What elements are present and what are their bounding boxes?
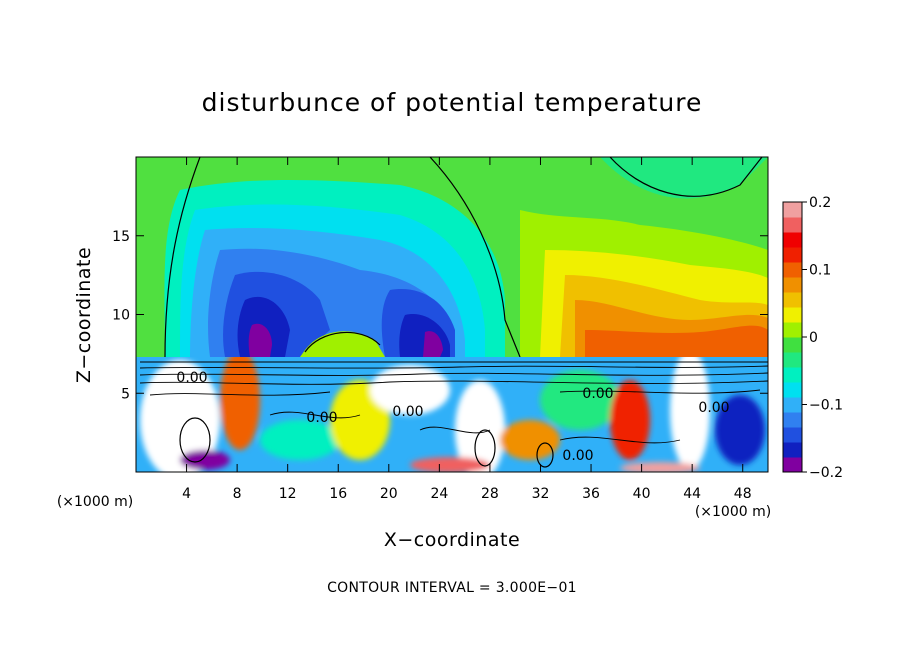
x-tick-label: 8 [233, 486, 242, 502]
colorbar-swatch [783, 262, 802, 278]
colorbar-swatch [783, 337, 802, 353]
colorbar-swatch [783, 322, 802, 338]
colorbar-swatch [783, 202, 802, 218]
colorbar-swatch [783, 307, 802, 323]
x-unit-label: (×1000 m) [57, 494, 133, 510]
colorbar-ticks: 0.2 0.1 0 −0.1 −0.2 [802, 195, 843, 481]
contour-label: 0.00 [306, 410, 337, 426]
x-tick-label: 16 [329, 486, 347, 502]
y-tick-label: 10 [112, 308, 130, 324]
colorbar-swatch [783, 292, 802, 308]
colorbar-swatch [783, 367, 802, 383]
colorbar-swatch [783, 352, 802, 368]
contour-label: 0.00 [392, 404, 423, 420]
contour-label: 0.00 [698, 400, 729, 416]
x-tick-label: 24 [430, 486, 448, 502]
x-tick-label: 44 [683, 486, 701, 502]
colorbar-swatch [783, 382, 802, 398]
contour-interval-note: CONTOUR INTERVAL = 3.000E−01 [327, 580, 577, 596]
colorbar-swatch [783, 412, 802, 428]
colorbar-tick-label: −0.2 [809, 465, 843, 481]
y-axis-label: Z−coordinate [73, 247, 95, 383]
colorbar-swatch [783, 397, 802, 413]
x-tick-label: 28 [481, 486, 499, 502]
colorbar [782, 201, 803, 473]
x-tick-label: 40 [633, 486, 651, 502]
chart-title: disturbunce of potential temperature [202, 88, 703, 117]
contour-label: 0.00 [582, 386, 613, 402]
heatmap-field: 0.00 0.00 0.00 0.00 0.00 0.00 [136, 157, 768, 472]
x-tick-label: 20 [380, 486, 398, 502]
colorbar-swatch [783, 217, 802, 233]
x-tick-label: 48 [734, 486, 752, 502]
y-tick-label: 15 [112, 229, 130, 245]
x-axis-ticks: 4 8 12 16 20 24 28 32 36 40 44 48 [182, 157, 752, 502]
x-tick-label: 4 [182, 486, 191, 502]
colorbar-swatch [783, 247, 802, 263]
x-axis-label: X−coordinate [384, 529, 520, 551]
contour-label: 0.00 [562, 448, 593, 464]
y-tick-label: 5 [121, 386, 130, 402]
contour-label: 0.00 [176, 370, 207, 386]
colorbar-swatch [783, 442, 802, 458]
colorbar-tick-label: −0.1 [809, 398, 843, 414]
colorbar-tick-label: 0 [809, 330, 818, 346]
x-tick-label: 36 [582, 486, 600, 502]
colorbar-swatch [783, 232, 802, 248]
x-tick-label: 12 [279, 486, 297, 502]
x-tick-label: 32 [532, 486, 550, 502]
colorbar-swatch [783, 277, 802, 293]
y-axis-ticks: 5 10 15 [112, 229, 768, 402]
colorbar-swatch [783, 427, 802, 443]
colorbar-tick-label: 0.1 [809, 263, 831, 279]
colorbar-swatch [783, 457, 802, 473]
colorbar-tick-label: 0.2 [809, 195, 831, 211]
x-unit-label-right: (×1000 m) [695, 504, 771, 520]
